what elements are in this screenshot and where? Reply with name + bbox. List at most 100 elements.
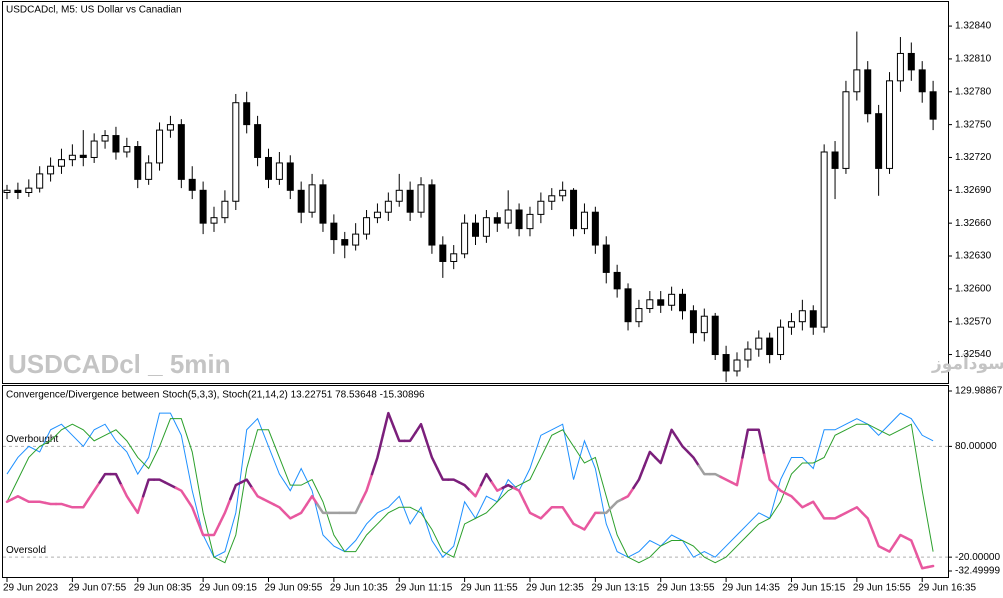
y-tick-label: 1.32840: [955, 21, 992, 32]
candle-body: [657, 299, 665, 306]
candle-body: [886, 80, 894, 169]
candle-body: [275, 162, 283, 180]
candle-body: [79, 154, 87, 158]
indicator-panel: [2, 385, 949, 578]
candle-body: [461, 222, 469, 255]
line-piece: [359, 472, 374, 504]
y-tick-label: 1.32720: [955, 152, 992, 163]
line-piece: [893, 533, 908, 545]
candle-body: [679, 293, 687, 312]
candle-body: [166, 124, 174, 131]
candle-body: [602, 244, 610, 273]
line-piece: [512, 486, 526, 504]
line-piece: [806, 500, 820, 512]
indicator-title: Convergence/Divergence between Stoch(5,3…: [6, 390, 425, 401]
line-piece: [468, 483, 483, 498]
candle-body: [472, 222, 479, 237]
candle-body: [264, 156, 272, 180]
line-piece: [250, 486, 265, 501]
x-tick-label: 29 Jun 11:55: [461, 583, 519, 594]
line-piece: [675, 436, 690, 454]
line-piece: [861, 511, 875, 534]
candle-body: [896, 52, 904, 82]
line-piece: [752, 428, 766, 456]
line-piece: [904, 536, 919, 556]
x-tick-label: 29 Jun 07:55: [68, 583, 126, 594]
candle-body: [3, 189, 11, 194]
candle-body: [820, 151, 828, 328]
x-tick-label: 29 Jun 15:55: [853, 583, 911, 594]
line-piece: [447, 478, 461, 484]
line-piece: [654, 445, 668, 465]
line-piece: [152, 478, 167, 484]
candle-body: [406, 189, 414, 213]
candle-body: [733, 359, 741, 372]
candle-body: [787, 321, 795, 328]
line-piece: [283, 511, 297, 520]
candle-body: [591, 211, 599, 246]
line-piece: [839, 508, 853, 517]
line-piece: [926, 564, 935, 569]
candle-body: [504, 209, 512, 224]
candle-body: [188, 178, 196, 191]
candle-body: [766, 337, 774, 356]
candle-body: [537, 200, 545, 215]
candle-body: [25, 187, 33, 194]
line-piece: [141, 478, 156, 498]
line-piece: [871, 530, 886, 551]
x-tick-label: 29 Jun 08:35: [134, 583, 192, 594]
line-piece: [577, 519, 592, 531]
candle-body: [156, 129, 164, 164]
candle-body: [450, 253, 458, 262]
line-piece: [43, 501, 58, 506]
x-tick-label: 29 Jun 10:35: [330, 583, 388, 594]
candle-body: [482, 217, 490, 237]
candle-body: [123, 146, 131, 153]
line-piece: [850, 506, 864, 515]
y-tick-label: 1.32690: [955, 185, 992, 196]
line-piece: [120, 483, 134, 506]
candle-body: [755, 337, 763, 350]
candle-body: [68, 154, 76, 161]
line-piece: [425, 439, 439, 470]
x-tick-label: 29 Jun 12:35: [526, 583, 584, 594]
y-tick-label: 1.32660: [955, 218, 992, 229]
line-piece: [174, 486, 189, 501]
candle-body: [145, 162, 153, 180]
line-piece: [316, 503, 330, 515]
line-piece: [686, 450, 701, 468]
candle-body: [907, 52, 915, 71]
candle-body: [864, 69, 872, 115]
candle-body: [417, 184, 425, 213]
y-tick-label: 1.32600: [955, 283, 992, 294]
line-piece: [294, 503, 308, 517]
candle-body: [722, 354, 730, 372]
candle-body: [341, 239, 349, 246]
line-piece: [828, 514, 842, 520]
candle-body: [624, 288, 632, 323]
candle-body: [112, 135, 120, 153]
line-piece: [534, 511, 548, 520]
line-piece: [621, 486, 635, 501]
line-piece: [457, 481, 472, 492]
candle-body: [286, 162, 294, 191]
line-piece: [22, 497, 36, 504]
candle-body: [221, 200, 229, 219]
x-tick-label: 29 Jun 13:55: [657, 583, 715, 594]
candle-body: [559, 189, 567, 197]
candle-body: [918, 69, 926, 93]
candle-body: [308, 184, 316, 213]
candle-body: [428, 184, 436, 246]
candle-body: [232, 102, 240, 202]
candle-body: [842, 91, 850, 169]
candle-body: [330, 222, 338, 241]
candle-body: [243, 102, 251, 126]
line-piece: [54, 502, 69, 507]
line-piece: [643, 450, 657, 468]
candle-body: [439, 244, 447, 262]
candle-body: [777, 326, 785, 356]
line-piece: [207, 522, 221, 537]
y-tick-label: 1.32570: [955, 316, 992, 327]
level-label: Oversold: [6, 545, 46, 556]
line-piece: [784, 492, 799, 504]
